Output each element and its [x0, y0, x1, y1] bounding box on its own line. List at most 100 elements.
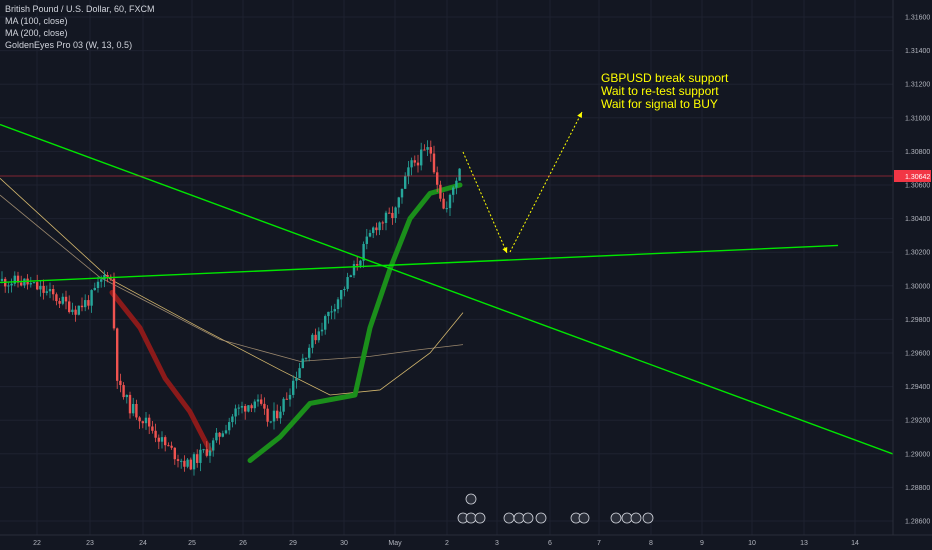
candle-body	[218, 432, 221, 437]
price-tick-label: 1.29200	[905, 418, 930, 425]
candle-body	[244, 406, 247, 412]
annotation-line-1: GBPUSD break support	[601, 71, 729, 85]
price-tick-label: 1.30400	[905, 216, 930, 223]
candle-body	[260, 399, 263, 404]
candle-body	[368, 232, 372, 237]
price-tick-label: 1.28800	[905, 485, 930, 492]
candle-body	[442, 198, 445, 209]
candle-body	[7, 285, 10, 287]
candle-body	[0, 278, 4, 281]
candle-body	[93, 287, 96, 291]
event-marker-icon[interactable]	[578, 512, 590, 524]
event-marker-icon[interactable]	[513, 512, 525, 524]
price-tick-label: 1.28600	[905, 519, 930, 526]
event-marker-icon[interactable]	[642, 512, 654, 524]
annotation-line-2: Wait to re-test support	[601, 84, 719, 98]
event-marker-icon[interactable]	[621, 512, 633, 524]
candle-body	[48, 289, 52, 292]
projection-arrow-up-head	[577, 112, 582, 118]
candle-body	[429, 147, 432, 154]
event-marker-icon[interactable]	[630, 512, 642, 524]
event-marker-icon[interactable]	[522, 512, 534, 524]
support-trendline[interactable]	[0, 244, 839, 284]
price-tick-label: 1.29400	[905, 384, 930, 391]
candle-body	[68, 301, 71, 313]
candle-body	[247, 405, 250, 412]
candle-body	[173, 447, 176, 460]
event-marker-icon[interactable]	[474, 512, 486, 524]
event-marker-icon[interactable]	[465, 493, 477, 505]
price-axis[interactable]	[893, 0, 932, 535]
candle-body	[39, 285, 42, 290]
candle-body	[183, 460, 186, 467]
trade-annotation[interactable]: GBPUSD break support Wait to re-test sup…	[601, 72, 728, 111]
candle-body	[327, 311, 330, 317]
time-tick-label: 2	[445, 540, 449, 547]
candle-body	[138, 417, 141, 422]
candle-body	[359, 260, 362, 266]
event-marker-icon[interactable]	[465, 512, 477, 524]
candle-body	[45, 291, 48, 293]
candle-body	[170, 445, 173, 448]
candle-body	[397, 197, 400, 208]
projection-arrows[interactable]	[462, 111, 583, 254]
candle-body	[196, 454, 199, 463]
ma200-legend[interactable]: MA (200, close)	[5, 28, 68, 38]
candle-body	[317, 331, 320, 341]
candle-body	[423, 149, 426, 151]
price-tick-label: 1.31600	[905, 15, 930, 22]
candle-body	[80, 305, 84, 308]
ma100-legend[interactable]: MA (100, close)	[5, 16, 68, 26]
time-tick-label: 22	[33, 540, 41, 547]
indicator-bear-line	[109, 290, 213, 453]
candle-body	[292, 380, 295, 395]
candle-body	[298, 368, 301, 379]
time-tick-label: 23	[86, 540, 94, 547]
event-marker-icon[interactable]	[535, 512, 547, 524]
candle-body	[199, 449, 202, 463]
trendlines[interactable]	[0, 123, 898, 457]
candle-body	[77, 305, 80, 315]
candle-body	[282, 398, 285, 412]
candle-body	[272, 410, 276, 422]
candle-body	[224, 430, 228, 434]
candle-body	[186, 459, 189, 467]
candle-body	[215, 432, 218, 441]
time-tick-label: 3	[495, 540, 499, 547]
candle-body	[346, 277, 349, 289]
candle-body	[58, 301, 61, 304]
candlestick-series	[0, 140, 461, 476]
price-tick-label: 1.31400	[905, 48, 930, 55]
candle-body	[52, 289, 55, 295]
candle-body	[157, 437, 160, 442]
price-tick-label: 1.30600	[905, 183, 930, 190]
candle-body	[55, 294, 58, 302]
time-axis[interactable]	[0, 535, 932, 550]
price-tick-label: 1.29800	[905, 317, 930, 324]
candle-body	[372, 227, 375, 233]
event-marker-icon[interactable]	[610, 512, 622, 524]
candle-body	[96, 281, 100, 288]
time-tick-label: 24	[139, 540, 147, 547]
last-price-label: 1.30642	[905, 174, 930, 181]
candle-body	[266, 408, 269, 422]
candle-body	[432, 153, 436, 173]
candle-body	[132, 403, 135, 414]
goldeneyes-indicator	[109, 182, 463, 464]
price-tick-label: 1.31000	[905, 115, 930, 122]
time-tick-label: 7	[597, 540, 601, 547]
time-tick-label: 14	[851, 540, 859, 547]
candle-body	[208, 450, 212, 456]
price-axis-labels: 1.31600 1.31400 1.31200 1.31000 1.30800 1.306…	[905, 15, 930, 526]
symbol-title[interactable]: British Pound / U.S. Dollar, 60, FXCM	[5, 4, 155, 14]
candle-body	[84, 300, 87, 308]
candle-body	[144, 417, 148, 424]
candle-body	[308, 347, 311, 358]
candle-body	[61, 296, 64, 304]
descending-trendline[interactable]	[0, 123, 898, 457]
economic-event-markers[interactable]	[457, 493, 654, 524]
indicator-legend[interactable]: GoldenEyes Pro 03 (W, 13, 0.5)	[5, 40, 133, 50]
event-marker-icon[interactable]	[503, 512, 515, 524]
